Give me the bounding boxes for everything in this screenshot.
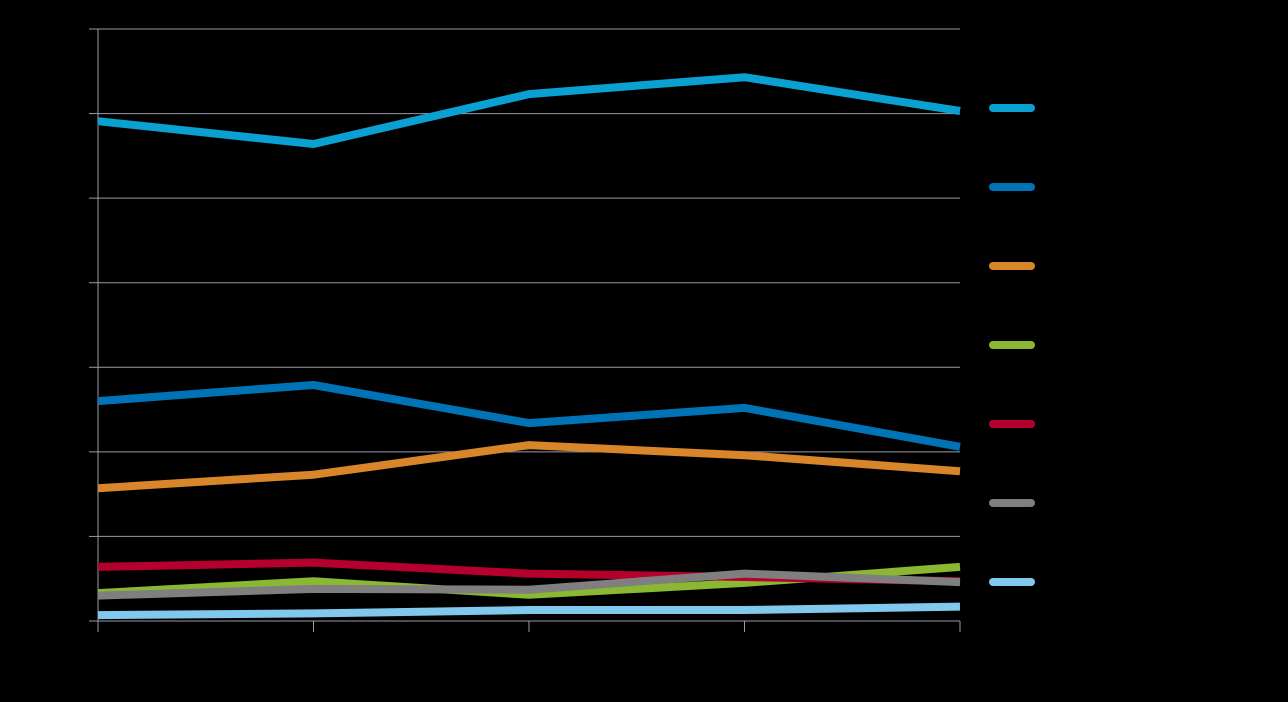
series-line [97,441,961,493]
series-line [97,73,961,148]
series-line [97,381,961,451]
series-line [97,569,961,600]
series-line [97,602,961,620]
